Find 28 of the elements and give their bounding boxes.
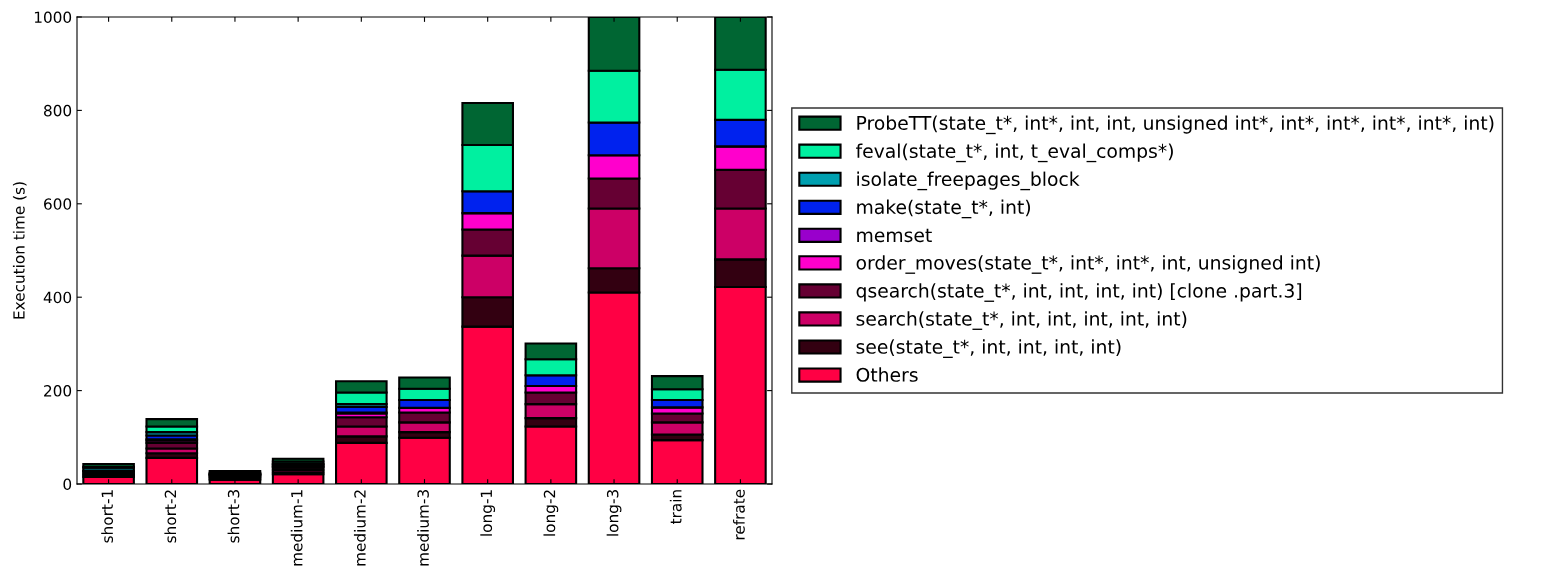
y-tick-label: 0 (63, 478, 72, 491)
legend-label: order_moves(state_t*, int*, int*, int, unsigned int) (856, 255, 1320, 274)
y-tick-label: 800 (44, 104, 72, 117)
legend-label: memset (857, 228, 932, 243)
y-tick-label: 200 (44, 385, 72, 397)
y-tick-label: 400 (43, 291, 72, 304)
x-tick-label: long-2 (543, 490, 559, 536)
x-tick-label: long-1 (480, 490, 496, 536)
x-tick-label: medium-2 (353, 490, 366, 566)
legend-label: feval(state_t*, int, t_eval_comps*) (855, 143, 1173, 163)
legend-label: make(state_t*, int) (857, 199, 1030, 219)
x-tick-label: refrate (733, 489, 745, 540)
x-tick-label: train (669, 490, 682, 525)
x-tick-label: short-2 (164, 490, 177, 543)
y-tick-label: 1000 (34, 11, 72, 24)
legend-label: qsearch(state_t*, int, int, int, int) [clone .part.3] (856, 283, 1302, 302)
y-tick-label: 600 (44, 198, 72, 210)
legend-label: see(state_t*, int, int, int, int) (856, 339, 1121, 358)
legend-label: search(state_t*, int, int, int, int, int) (856, 311, 1187, 330)
x-tick-label: long-3 (606, 490, 622, 536)
x-tick-label: medium-3 (417, 490, 429, 566)
y-axis-title: Execution time (s) (12, 182, 27, 319)
legend-label: Others (856, 367, 918, 382)
x-tick-label: medium-1 (290, 490, 303, 566)
legend-label: ProbeTT(state_t*, int*, int, int, unsigned int*, int*, int*, int*, int*, int) (857, 115, 1494, 135)
x-tick-label: short-3 (227, 490, 240, 543)
legend-label: isolate_freepages_block (857, 171, 1080, 191)
x-tick-label: short-1 (101, 490, 114, 543)
